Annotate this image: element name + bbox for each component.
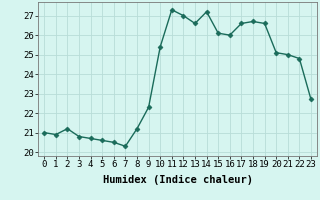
X-axis label: Humidex (Indice chaleur): Humidex (Indice chaleur) [103,175,252,185]
